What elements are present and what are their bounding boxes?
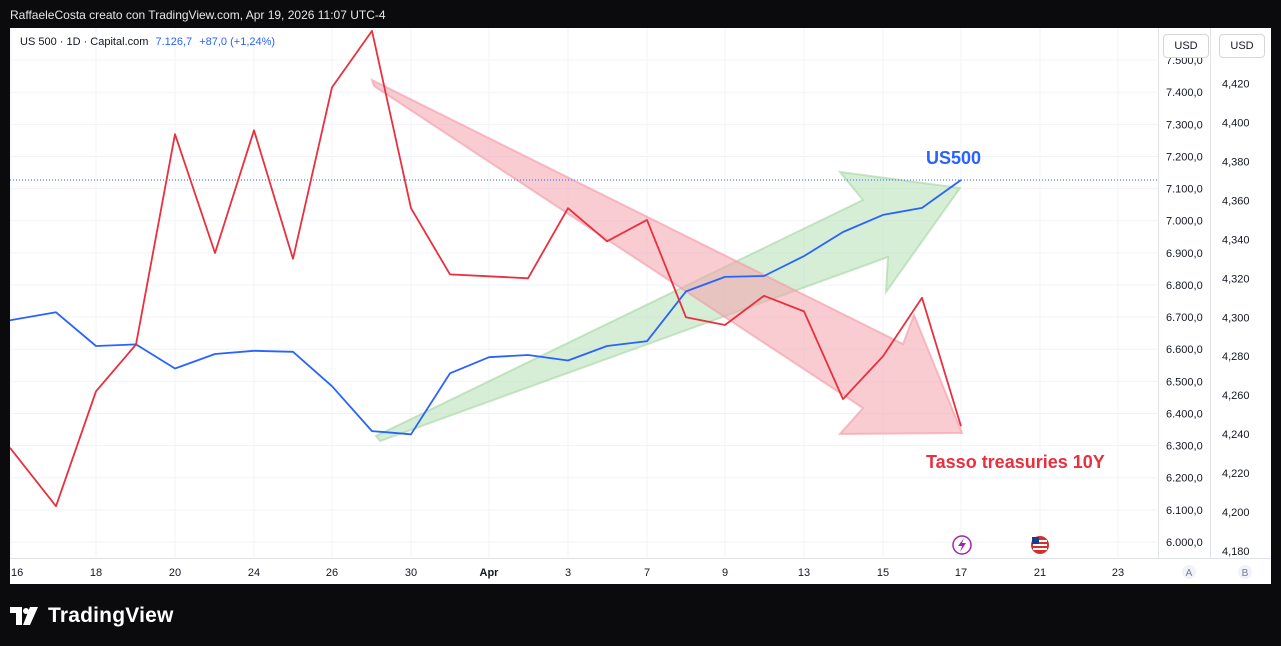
time-axis-tick-label: 7 [644, 567, 650, 579]
right-axis-tick-label: 4,400 [1222, 117, 1250, 129]
treasuries-label: Tasso treasuries 10Y [926, 452, 1105, 472]
time-axis-tick-label: 13 [798, 567, 810, 579]
left-axis-tick-label: 7.500,0 [1166, 55, 1203, 67]
left-axis-tick-label: 6.500,0 [1166, 376, 1203, 388]
time-axis-tick-label: Apr [480, 567, 500, 579]
left-price-axis[interactable]: 6.000,0 6.100,0 6.200,0 6.300,0 6.400,0 6.500… [1166, 55, 1203, 549]
right-axis-tick-label: 4,220 [1222, 468, 1250, 480]
left-axis-tick-label: 6.800,0 [1166, 280, 1203, 292]
time-axis-tick-label: 30 [405, 567, 417, 579]
series-line-us500 [10, 179, 962, 436]
time-axis[interactable]: 16 18 20 24 26 30 Apr 3 7 9 13 15 17 21 23 [11, 567, 1124, 579]
symbol-legend[interactable]: US 500 · 1D · Capital.com 7.126,7 +87,0 … [20, 36, 275, 48]
time-axis-tick-label: 26 [326, 567, 338, 579]
right-axis-tick-label: 4,320 [1222, 273, 1250, 285]
right-axis-tick-label: 4,340 [1222, 234, 1250, 246]
uptrend-arrow [374, 170, 962, 443]
trend-arrows [370, 78, 964, 443]
left-axis-tick-label: 6.600,0 [1166, 344, 1203, 356]
right-unit-button[interactable]: USD [1219, 34, 1265, 58]
series-line-treasuries [10, 30, 962, 508]
left-axis-tick-label: 7.200,0 [1166, 151, 1203, 163]
auto-scale-button[interactable]: A [1182, 565, 1196, 579]
chart-panel[interactable]: 6.000,0 6.100,0 6.200,0 6.300,0 6.400,0 6.500… [10, 28, 1271, 584]
auto-scale-label: A [1186, 568, 1193, 579]
last-price: 7.126,7 [155, 36, 193, 48]
left-axis-tick-label: 6.900,0 [1166, 248, 1203, 260]
left-unit-button[interactable]: USD [1163, 34, 1209, 58]
chart-svg[interactable]: 6.000,0 6.100,0 6.200,0 6.300,0 6.400,0 6.500… [10, 28, 1271, 584]
downtrend-arrow [370, 78, 964, 436]
right-price-axis[interactable]: 4,180 4,200 4,220 4,240 4,260 4,280 4,300 4,320… [1222, 40, 1250, 558]
top-bar: RaffaeleCosta creato con TradingView.com… [0, 0, 1281, 28]
left-axis-tick-label: 6.200,0 [1166, 473, 1203, 485]
lightning-icon[interactable] [952, 535, 972, 555]
footer-logo[interactable]: TradingView [10, 604, 174, 628]
right-axis-tick-label: 4,280 [1222, 351, 1250, 363]
left-axis-tick-label: 7.300,0 [1166, 119, 1203, 131]
right-axis-tick-label: 4,300 [1222, 312, 1250, 324]
time-axis-tick-label: 16 [11, 567, 23, 579]
right-axis-tick-label: 4,380 [1222, 156, 1250, 168]
left-axis-tick-label: 7.000,0 [1166, 216, 1203, 228]
left-axis-tick-label: 6.100,0 [1166, 505, 1203, 517]
time-axis-tick-label: 21 [1034, 567, 1046, 579]
grid [10, 28, 1158, 558]
time-axis-tick-label: 15 [877, 567, 889, 579]
author-line: RaffaeleCosta creato con TradingView.com… [10, 8, 386, 22]
series [10, 30, 962, 508]
symbol-name: US 500 · 1D · Capital.com [20, 36, 149, 48]
time-axis-tick-label: 18 [90, 567, 102, 579]
left-axis-tick-label: 6.300,0 [1166, 441, 1203, 453]
right-axis-tick-label: 4,420 [1222, 79, 1250, 91]
left-axis-tick-label: 6.000,0 [1166, 537, 1203, 549]
time-axis-tick-label: 24 [248, 567, 260, 579]
scale-b-label: B [1242, 568, 1249, 579]
time-axis-tick-label: 17 [955, 567, 967, 579]
us500-label: US500 [926, 148, 981, 168]
left-axis-tick-label: 6.400,0 [1166, 408, 1203, 420]
time-axis-tick-label: 9 [722, 567, 728, 579]
scale-b-button[interactable]: B [1238, 565, 1252, 579]
time-axis-tick-label: 3 [565, 567, 571, 579]
left-axis-tick-label: 6.700,0 [1166, 312, 1203, 324]
left-axis-tick-label: 7.400,0 [1166, 87, 1203, 99]
price-change: +87,0 (+1,24%) [199, 36, 276, 48]
right-axis-tick-label: 4,360 [1222, 195, 1250, 207]
right-axis-tick-label: 4,180 [1222, 546, 1250, 558]
right-axis-tick-label: 4,240 [1222, 429, 1250, 441]
right-axis-tick-label: 4,200 [1222, 507, 1250, 519]
left-axis-tick-label: 7.100,0 [1166, 184, 1203, 196]
time-axis-tick-label: 20 [169, 567, 181, 579]
right-axis-tick-label: 4,260 [1222, 390, 1250, 402]
tradingview-logo-icon [10, 607, 38, 625]
us-flag-icon[interactable] [1031, 536, 1049, 554]
brand-name: TradingView [48, 604, 174, 627]
time-axis-tick-label: 23 [1112, 567, 1124, 579]
